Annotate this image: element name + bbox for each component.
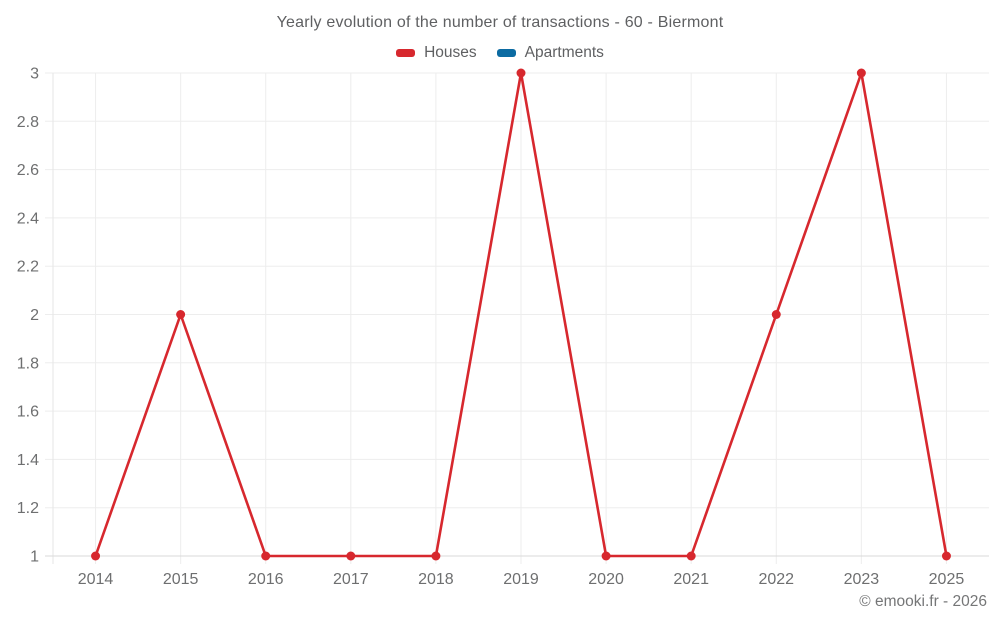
data-point-houses-2017[interactable] <box>346 551 356 561</box>
data-point-houses-2019[interactable] <box>516 68 526 78</box>
data-point-houses-2018[interactable] <box>431 551 441 561</box>
x-axis-tick-label: 2019 <box>503 571 539 588</box>
data-point-houses-2014[interactable] <box>91 551 101 561</box>
y-axis-tick-label: 1.2 <box>17 500 39 517</box>
x-axis-tick-label: 2014 <box>78 571 114 588</box>
data-point-houses-2016[interactable] <box>261 551 271 561</box>
x-axis-tick-label: 2022 <box>758 571 794 588</box>
y-axis-tick-label: 2 <box>30 307 39 324</box>
data-point-houses-2015[interactable] <box>176 310 186 319</box>
data-point-houses-2020[interactable] <box>601 551 611 561</box>
copyright-text: © emooki.fr - 2026 <box>859 593 987 610</box>
data-point-houses-2025[interactable] <box>941 551 951 561</box>
x-axis-tick-label: 2016 <box>248 571 284 588</box>
chart-title: Yearly evolution of the number of transa… <box>276 14 724 31</box>
legend-item-houses[interactable]: Houses <box>396 44 477 62</box>
y-axis-tick-label: 2.4 <box>17 210 39 227</box>
x-axis-tick-label: 2020 <box>588 571 624 588</box>
apartments-legend-label: Apartments <box>524 44 604 61</box>
x-axis-tick-label: 2015 <box>163 571 199 588</box>
y-axis-tick-label: 1.6 <box>17 404 39 421</box>
x-axis-tick-label: 2023 <box>844 571 880 588</box>
data-point-houses-2022[interactable] <box>771 310 781 319</box>
houses-legend-swatch-icon <box>396 49 416 57</box>
x-axis-tick-label: 2018 <box>418 571 454 588</box>
y-axis-tick-label: 2.2 <box>17 259 39 276</box>
legend: Houses Apartments <box>0 44 1000 62</box>
data-point-houses-2021[interactable] <box>686 551 696 561</box>
x-axis-tick-label: 2017 <box>333 571 369 588</box>
y-axis-tick-label: 2.6 <box>17 162 39 179</box>
houses-legend-label: Houses <box>424 44 477 61</box>
x-axis-tick-label: 2025 <box>929 571 965 588</box>
y-axis-tick-label: 2.8 <box>17 114 39 131</box>
y-axis-tick-label: 1.8 <box>17 355 39 372</box>
y-axis-tick-label: 3 <box>30 66 39 83</box>
y-axis-tick-label: 1 <box>30 549 39 566</box>
data-point-houses-2023[interactable] <box>856 68 866 78</box>
x-axis-tick-label: 2021 <box>673 571 709 588</box>
y-axis-tick-label: 1.4 <box>17 452 39 469</box>
apartments-legend-swatch-icon <box>496 49 516 57</box>
legend-item-apartments[interactable]: Apartments <box>496 44 604 62</box>
